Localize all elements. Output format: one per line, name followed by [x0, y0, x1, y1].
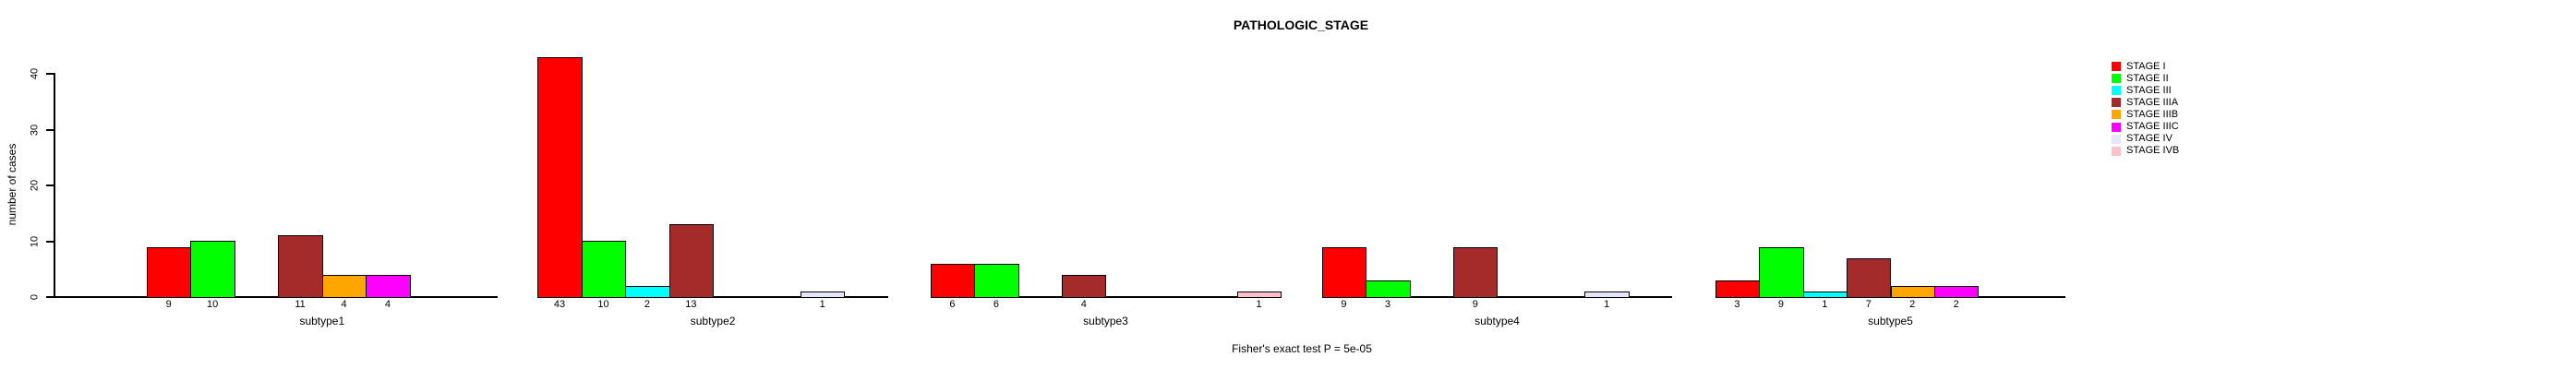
y-axis-tick	[46, 73, 54, 75]
y-axis-tick	[46, 240, 54, 243]
x-axis-group-label: subtype3	[1083, 315, 1128, 327]
legend-item: STAGE II	[2112, 72, 2169, 84]
y-axis-tick-label: 0	[29, 293, 41, 301]
bar-subtype4-stage-iv	[1584, 292, 1630, 298]
bar-subtype3-stage-iiia	[1062, 275, 1107, 298]
bar-subtype3-stage-i	[930, 264, 976, 298]
legend-item: STAGE IIIB	[2112, 108, 2179, 120]
legend-swatch-icon	[2112, 86, 2121, 96]
bar-value-label: 1	[819, 299, 825, 310]
legend-label: STAGE IIIC	[2126, 121, 2179, 132]
y-axis-tick-label: 20	[29, 179, 41, 192]
bar-value-label: 1	[1256, 299, 1262, 310]
bar-subtype1-stage-iiia	[278, 235, 323, 298]
bar-subtype2-stage-iii	[625, 286, 670, 298]
legend-label: STAGE IVB	[2126, 145, 2180, 157]
legend-item: STAGE I	[2112, 60, 2166, 72]
chart-subtitle: Fisher's exact test P = 5e-05	[1232, 342, 1372, 355]
legend-label: STAGE III	[2126, 84, 2172, 96]
chart-title: PATHOLOGIC_STAGE	[1233, 18, 1369, 32]
bar-value-label: 4	[384, 299, 391, 310]
bar-value-label: 43	[553, 299, 566, 310]
bar-subtype1-stage-ii	[190, 241, 235, 298]
bar-value-label: 9	[1777, 299, 1784, 310]
bar-subtype5-stage-i	[1715, 280, 1761, 298]
bar-value-label: 3	[1734, 299, 1740, 310]
legend-swatch-icon	[2112, 146, 2121, 156]
bar-subtype2-stage-i	[537, 57, 583, 298]
bar-subtype1-stage-iiib	[321, 275, 367, 298]
bar-subtype2-stage-iv	[800, 292, 846, 298]
y-axis-title: number of cases	[6, 143, 18, 226]
legend-swatch-icon	[2112, 110, 2121, 120]
x-axis-group-label: subtype1	[299, 315, 345, 327]
bar-value-label: 9	[1472, 299, 1478, 310]
legend-item: STAGE IV	[2112, 133, 2173, 145]
y-axis-line	[54, 73, 55, 298]
bar-value-label: 7	[1865, 299, 1872, 310]
bar-subtype4-stage-iiia	[1453, 247, 1499, 298]
bar-value-label: 13	[685, 299, 697, 310]
bar-value-label: 4	[341, 299, 347, 310]
bar-value-label: 11	[295, 299, 306, 310]
x-axis-group-label: subtype5	[1868, 315, 1913, 327]
legend-label: STAGE II	[2126, 72, 2169, 84]
bar-value-label: 9	[165, 299, 172, 310]
bar-subtype3-stage-ivb	[1236, 292, 1282, 298]
bar-value-label: 6	[949, 299, 956, 310]
bar-subtype5-stage-iiib	[1890, 286, 1935, 298]
x-axis-group-label: subtype4	[1475, 315, 1520, 327]
legend-label: STAGE I	[2126, 60, 2166, 72]
bar-subtype2-stage-iiia	[668, 224, 715, 298]
legend-item: STAGE IVB	[2112, 145, 2180, 157]
legend-item: STAGE III	[2112, 84, 2172, 96]
legend-label: STAGE IIIB	[2126, 108, 2179, 120]
y-axis-tick-label: 30	[29, 124, 41, 136]
bar-value-label: 1	[1604, 299, 1610, 310]
y-axis-tick	[46, 184, 54, 186]
bar-subtype5-stage-iiia	[1847, 258, 1892, 298]
bar-subtype2-stage-ii	[581, 241, 627, 298]
bar-subtype5-stage-ii	[1759, 247, 1804, 298]
legend-label: STAGE IV	[2126, 133, 2173, 145]
bar-value-label: 9	[1341, 299, 1347, 310]
legend-swatch-icon	[2112, 134, 2121, 144]
bar-value-label: 10	[597, 299, 609, 310]
x-axis-group-label: subtype2	[690, 315, 736, 327]
y-axis-tick	[46, 296, 54, 298]
legend-item: STAGE IIIA	[2112, 96, 2179, 108]
legend-swatch-icon	[2112, 98, 2121, 108]
legend-label: STAGE IIIA	[2126, 96, 2179, 108]
bar-value-label: 4	[1080, 299, 1087, 310]
bar-subtype3-stage-ii	[974, 264, 1019, 298]
legend-item: STAGE IIIC	[2112, 121, 2179, 132]
bar-subtype1-stage-iiic	[366, 275, 411, 298]
y-axis-tick-label: 10	[29, 235, 41, 247]
y-axis-tick-label: 40	[29, 67, 41, 80]
bar-value-label: 2	[1953, 299, 1959, 310]
bar-subtype4-stage-i	[1321, 247, 1367, 298]
bar-subtype1-stage-i	[147, 247, 192, 298]
y-axis-tick	[46, 128, 54, 131]
bar-subtype5-stage-iiic	[1933, 286, 1980, 298]
legend-swatch-icon	[2112, 62, 2121, 71]
bar-value-label: 10	[207, 299, 219, 310]
legend-swatch-icon	[2112, 122, 2121, 132]
bar-value-label: 6	[993, 299, 999, 310]
bar-value-label: 2	[644, 299, 650, 310]
x-axis-line	[54, 296, 498, 298]
bar-value-label: 2	[1909, 299, 1916, 310]
legend-swatch-icon	[2112, 74, 2121, 84]
bar-subtype5-stage-iii	[1802, 292, 1848, 298]
bar-subtype4-stage-ii	[1366, 280, 1411, 298]
bar-value-label: 3	[1384, 299, 1390, 310]
bar-value-label: 1	[1822, 299, 1828, 310]
